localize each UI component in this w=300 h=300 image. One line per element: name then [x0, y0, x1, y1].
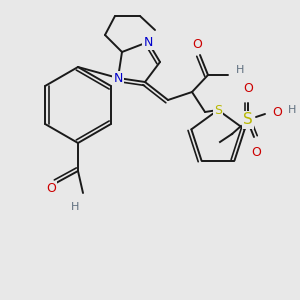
Text: N: N: [143, 35, 153, 49]
Text: H: H: [288, 105, 296, 115]
Text: S: S: [243, 112, 253, 128]
Text: O: O: [192, 38, 202, 52]
Text: O: O: [251, 146, 261, 158]
Text: O: O: [272, 106, 282, 118]
Text: N: N: [113, 71, 123, 85]
Text: S: S: [214, 103, 222, 116]
Text: H: H: [71, 202, 79, 212]
Text: O: O: [243, 82, 253, 94]
Text: O: O: [46, 182, 56, 194]
Text: H: H: [236, 65, 244, 75]
